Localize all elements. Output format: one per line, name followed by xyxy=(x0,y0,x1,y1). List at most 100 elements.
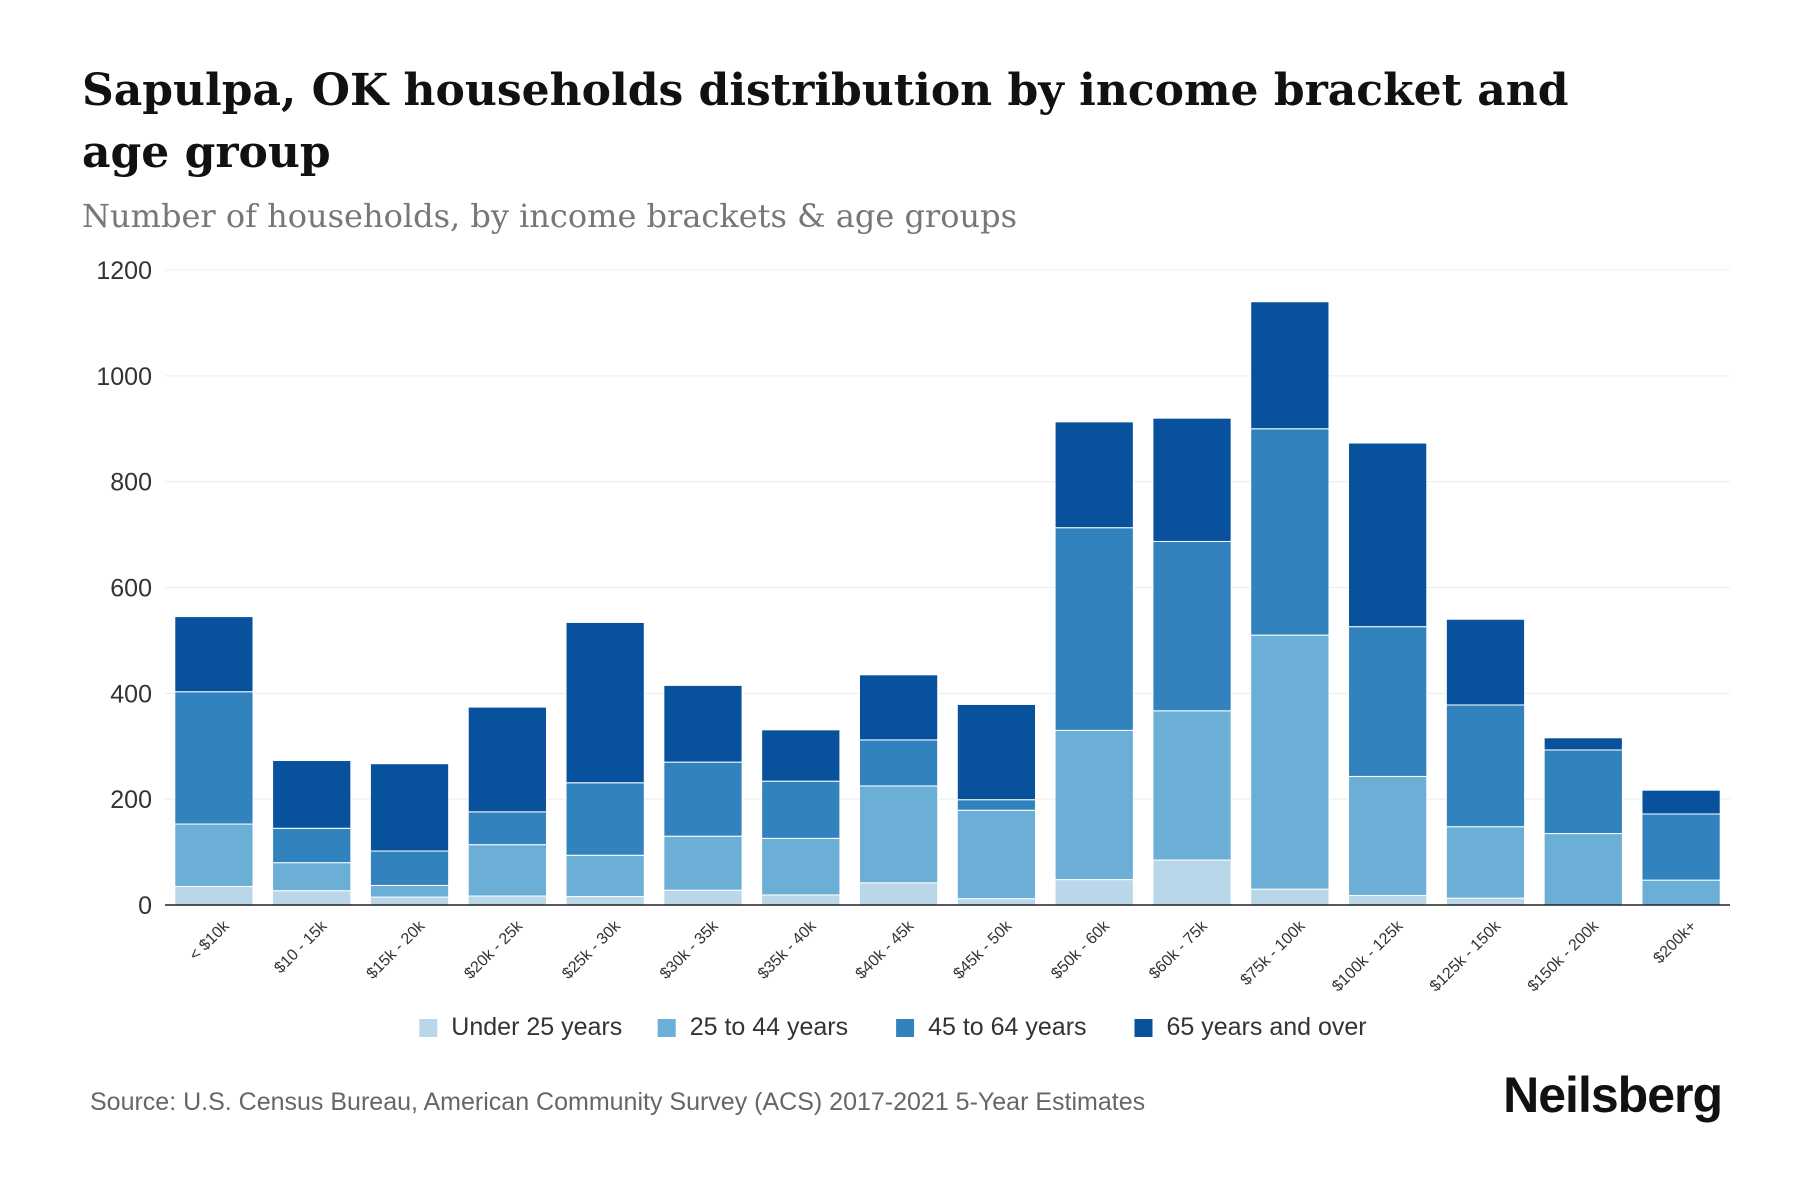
legend-label: 25 to 44 years xyxy=(690,1013,848,1041)
legend-swatch xyxy=(419,1019,438,1037)
bar-segment xyxy=(1641,813,1721,881)
legend-label: Under 25 years xyxy=(451,1013,622,1041)
bar-segment xyxy=(1348,442,1428,628)
bar-segment xyxy=(174,885,254,906)
bar-segment xyxy=(663,889,743,906)
bar-segment xyxy=(1348,894,1428,906)
legend-swatch xyxy=(1134,1019,1153,1037)
x-tick-label: < $10k xyxy=(186,917,233,964)
bar-segment xyxy=(1152,859,1232,906)
legend-item: 45 to 64 years xyxy=(896,1013,1087,1041)
bar-segment xyxy=(1152,540,1232,712)
x-tick-label: $15k - 20k xyxy=(364,917,430,983)
bar-segment xyxy=(565,782,645,856)
bar-segment xyxy=(272,890,352,906)
bar-segment xyxy=(663,684,743,763)
y-tick-label: 800 xyxy=(110,469,152,497)
legend-swatch xyxy=(896,1019,915,1037)
bar-segment xyxy=(1054,527,1134,731)
bar-segment xyxy=(1250,428,1330,636)
bar-segment xyxy=(858,882,939,906)
bar-segment xyxy=(369,896,450,906)
bar-segment xyxy=(1543,737,1623,751)
bar-segment xyxy=(272,827,352,864)
legend-item: Under 25 years xyxy=(419,1013,622,1041)
bar-segment xyxy=(1641,879,1721,906)
legend-item: 25 to 44 years xyxy=(657,1013,848,1041)
legend-label: 45 to 64 years xyxy=(928,1013,1086,1041)
y-tick-label: 400 xyxy=(110,680,152,708)
bar-segment xyxy=(369,850,450,886)
bar-segment xyxy=(369,884,450,898)
x-tick-label: $30k - 35k xyxy=(657,917,723,983)
x-tick-label: $35k - 40k xyxy=(755,917,821,983)
bar-segment xyxy=(174,691,254,825)
x-tick-label: $125k - 150k xyxy=(1427,917,1505,995)
bar-segment xyxy=(1543,749,1623,835)
x-tick-label: $20k - 25k xyxy=(461,917,527,983)
x-tick-label: $25k - 30k xyxy=(559,917,625,983)
bar-segment xyxy=(1250,888,1330,906)
legend: Under 25 years 25 to 44 years 45 to 64 yea… xyxy=(419,1013,1367,1041)
y-tick-label: 600 xyxy=(110,575,152,603)
y-axis-tick-labels: 0 200 400 600 800 1000 1200 xyxy=(96,257,152,920)
bar-segment xyxy=(1445,618,1526,706)
bar-segment xyxy=(956,703,1037,801)
bar-segment xyxy=(272,760,352,829)
legend-item: 65 years and over xyxy=(1134,1013,1367,1041)
bar-segment xyxy=(174,616,254,693)
x-tick-label: $40k - 45k xyxy=(853,917,919,983)
chart-title: Sapulpa, OK households distribution by i… xyxy=(82,65,1569,178)
bars xyxy=(174,301,1721,906)
legend-label: 65 years and over xyxy=(1167,1013,1367,1041)
bar-segment xyxy=(272,862,352,892)
bar-segment xyxy=(956,809,1037,900)
bar-segment xyxy=(174,823,254,887)
stacked-bar-chart: 0 200 400 600 800 1000 1200 < $10k $10 - 15k $15… xyxy=(96,257,1730,1041)
y-tick-label: 1200 xyxy=(96,257,152,285)
bar-segment xyxy=(565,621,645,784)
chart-subtitle: Number of households, by income brackets… xyxy=(82,197,1017,235)
x-tick-label: $10 - 15k xyxy=(271,917,331,977)
brand-logo: Neilsberg xyxy=(1503,1067,1723,1123)
x-tick-label: $100k - 125k xyxy=(1329,917,1407,995)
bar-segment xyxy=(565,854,645,898)
bar-segment xyxy=(761,837,841,896)
y-tick-label: 0 xyxy=(138,892,152,920)
x-tick-label: $200k+ xyxy=(1650,918,1699,967)
bar-segment xyxy=(956,898,1037,906)
bar-segment xyxy=(1250,301,1330,430)
y-tick-label: 200 xyxy=(110,786,152,814)
bar-segment xyxy=(1543,833,1623,906)
legend-swatch xyxy=(657,1019,676,1037)
bar-segment xyxy=(1348,775,1428,896)
bar-segment xyxy=(1152,710,1232,861)
bar-segment xyxy=(467,706,547,813)
bar-segment xyxy=(663,835,743,891)
bar-segment xyxy=(1054,729,1134,881)
bar-segment xyxy=(1250,634,1330,890)
bar-segment xyxy=(467,811,547,846)
bar-segment xyxy=(858,739,939,787)
x-axis-tick-labels: < $10k $10 - 15k $15k - 20k $20k - 25k $25k … xyxy=(186,917,1699,995)
bar-segment xyxy=(858,674,939,741)
x-tick-label: $150k - 200k xyxy=(1525,917,1603,995)
y-tick-label: 1000 xyxy=(96,363,152,391)
bar-segment xyxy=(1641,789,1721,815)
bar-segment xyxy=(1445,704,1526,828)
bar-segment xyxy=(956,799,1037,811)
bar-segment xyxy=(467,895,547,906)
bar-segment xyxy=(369,763,450,852)
x-tick-label: $75k - 100k xyxy=(1238,917,1310,989)
source-note: Source: U.S. Census Bureau, American Com… xyxy=(90,1088,1146,1116)
bar-segment xyxy=(858,785,939,884)
bar-segment xyxy=(1445,826,1526,899)
x-tick-label: $45k - 50k xyxy=(950,917,1016,983)
bar-segment xyxy=(761,729,841,782)
bar-segment xyxy=(1445,897,1526,906)
bar-segment xyxy=(663,761,743,837)
x-tick-label: $50k - 60k xyxy=(1048,917,1114,983)
bar-segment xyxy=(761,780,841,839)
bar-segment xyxy=(1054,879,1134,906)
bar-segment xyxy=(1348,626,1428,777)
